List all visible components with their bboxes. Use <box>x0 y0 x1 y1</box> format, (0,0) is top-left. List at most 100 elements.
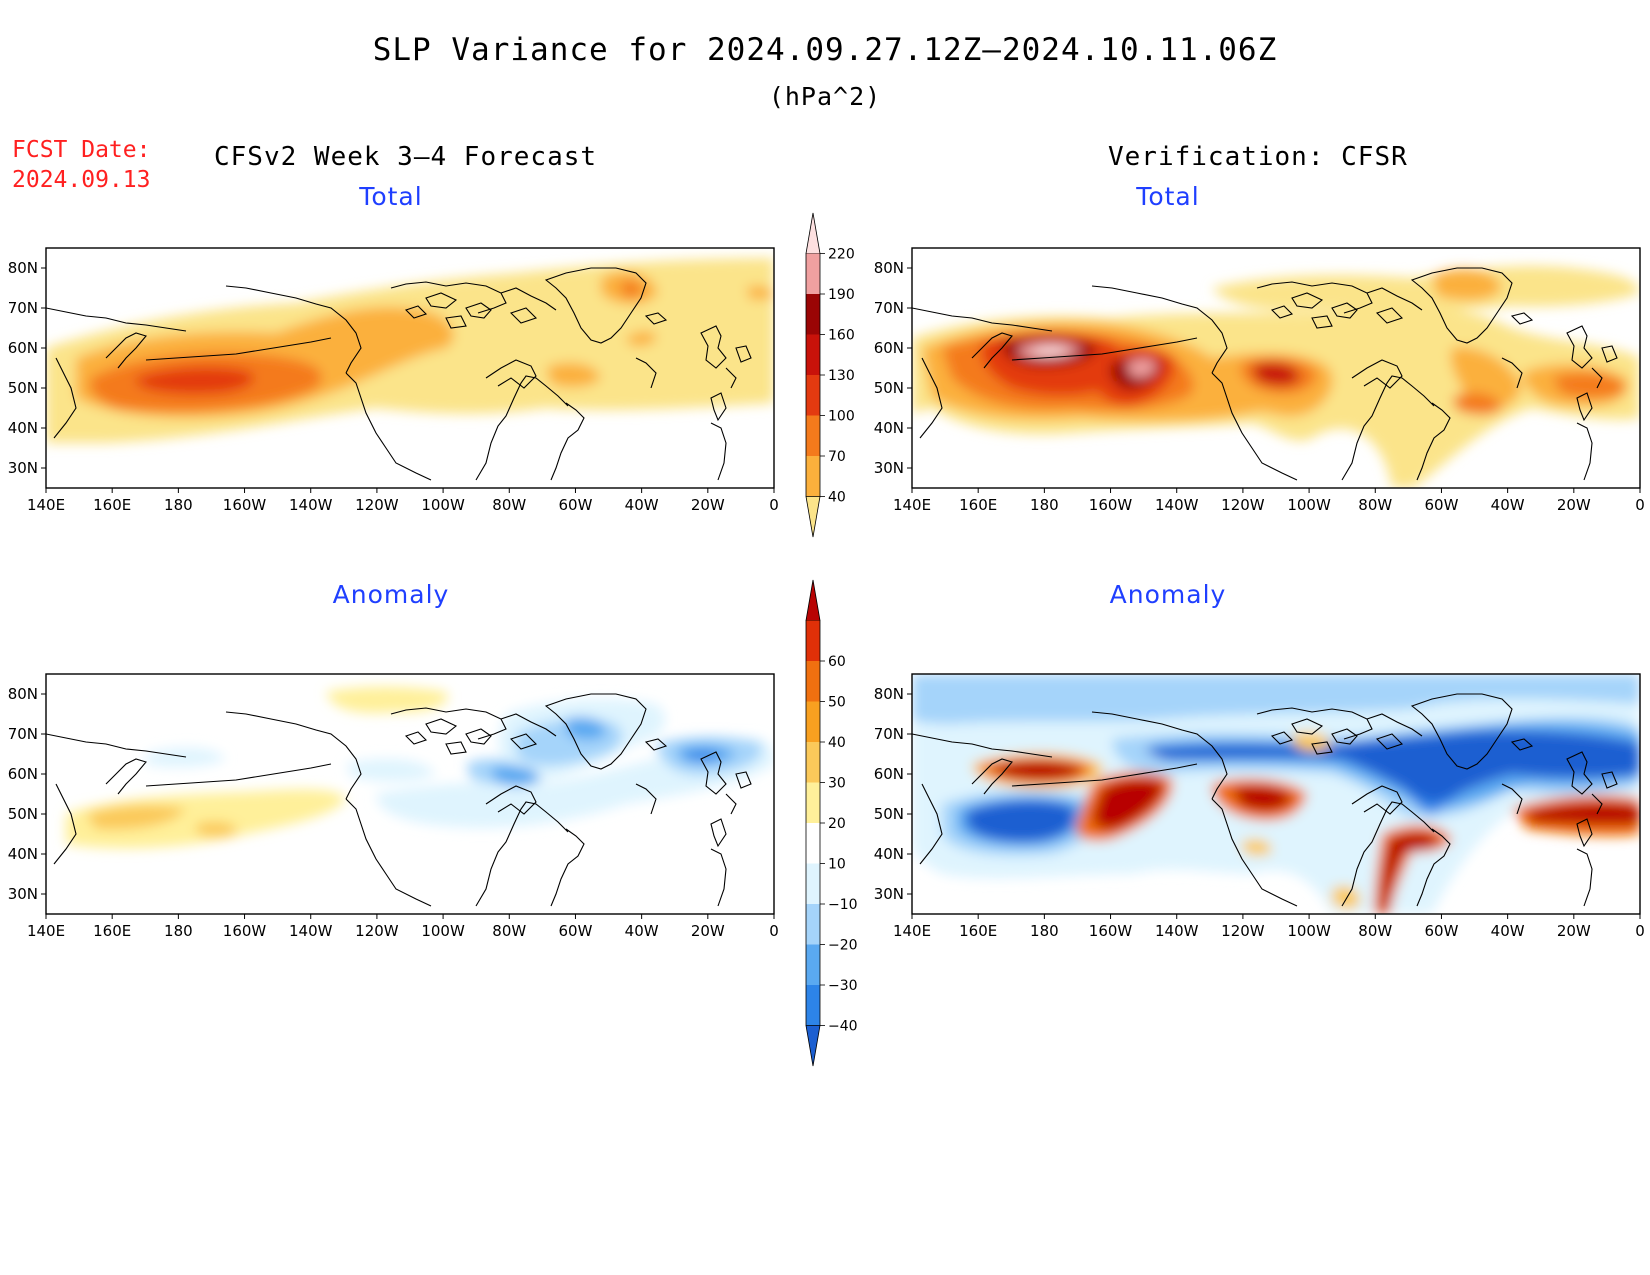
lon-tick-label: 100W <box>421 496 465 514</box>
lon-tick-label: 160W <box>1089 496 1133 514</box>
lon-tick-label: 120W <box>1221 922 1265 940</box>
lat-tick-label: 70N <box>8 725 38 743</box>
lat-tick-label: 50N <box>874 379 904 397</box>
lon-tick-label: 160E <box>93 922 131 940</box>
lon-tick-label: 60W <box>1424 496 1458 514</box>
lat-tick-label: 80N <box>8 259 38 277</box>
colorbar-swatch <box>806 985 820 1026</box>
lat-tick-label: 60N <box>874 339 904 357</box>
lat-tick-label: 40N <box>874 845 904 863</box>
colorbar-label: 40 <box>828 735 846 751</box>
lon-tick-label: 160W <box>223 496 267 514</box>
colorbar-label: 30 <box>828 776 846 792</box>
lon-tick-label: 20W <box>691 922 725 940</box>
lat-tick-label: 80N <box>874 259 904 277</box>
colorbar-label: 190 <box>828 287 855 303</box>
lon-tick-label: 80W <box>1358 922 1392 940</box>
lon-tick-label: 180 <box>164 922 193 940</box>
lon-tick-label: 140E <box>27 496 65 514</box>
colorbar-swatch <box>806 863 820 904</box>
fc-total-map <box>46 248 774 488</box>
lon-tick-label: 60W <box>1424 922 1458 940</box>
lon-tick-label: 140W <box>1155 496 1199 514</box>
lon-tick-label: 60W <box>558 922 592 940</box>
lon-tick-label: 20W <box>1557 922 1591 940</box>
colorbar-label: 10 <box>828 857 846 873</box>
colorbar-swatch <box>806 944 820 985</box>
total-colorbar: 40 70 100 130 160 190 220 <box>805 212 855 538</box>
lon-tick-label: 0 <box>1635 496 1645 514</box>
lat-tick-label: 30N <box>874 885 904 903</box>
colorbar-label: 20 <box>828 816 846 832</box>
lon-tick-label: 120W <box>1221 496 1265 514</box>
fc-anomaly-map <box>46 674 774 914</box>
verification-column-heading: Verification: CFSR <box>1108 142 1408 172</box>
lat-tick-label: 70N <box>8 299 38 317</box>
lat-tick-label: 70N <box>874 725 904 743</box>
lon-tick-label: 140E <box>893 496 931 514</box>
colorbar-label: 130 <box>828 368 855 384</box>
colorbar-label: −20 <box>828 938 858 954</box>
lon-tick-label: 120W <box>355 922 399 940</box>
colorbar-swatch <box>806 294 820 335</box>
lon-tick-label: 80W <box>492 496 526 514</box>
colorbar-swatch <box>806 742 820 783</box>
lat-tick-label: 60N <box>8 339 38 357</box>
lat-tick-label: 80N <box>8 685 38 703</box>
colorbar-label: 60 <box>828 654 846 670</box>
lon-tick-label: 0 <box>769 496 779 514</box>
fc-total-title: Total <box>359 182 423 211</box>
lon-tick-label: 160E <box>93 496 131 514</box>
colorbar-label: 100 <box>828 409 855 425</box>
lon-tick-label: 140E <box>893 922 931 940</box>
lon-tick-label: 20W <box>691 496 725 514</box>
colorbar-top-arrow <box>805 579 821 621</box>
lon-tick-label: 140W <box>289 496 333 514</box>
lat-tick-label: 30N <box>874 459 904 477</box>
lon-tick-label: 60W <box>558 496 592 514</box>
lon-tick-label: 140W <box>1155 922 1199 940</box>
lon-tick-label: 80W <box>1358 496 1392 514</box>
forecast-date-label: FCST Date: <box>12 137 151 163</box>
colorbar-label: 50 <box>828 695 846 711</box>
lon-tick-label: 120W <box>355 496 399 514</box>
lon-tick-label: 180 <box>1030 922 1059 940</box>
lat-tick-label: 60N <box>874 765 904 783</box>
colorbar-swatch <box>806 415 820 456</box>
colorbar-top-arrow <box>805 212 821 254</box>
lon-tick-label: 0 <box>1635 922 1645 940</box>
lon-tick-label: 40W <box>625 922 659 940</box>
lat-tick-label: 50N <box>874 805 904 823</box>
lon-tick-label: 80W <box>492 922 526 940</box>
colorbar-bottom-arrow <box>805 1025 821 1067</box>
lat-tick-label: 40N <box>8 419 38 437</box>
colorbar-label: −10 <box>828 897 858 913</box>
lon-tick-label: 140E <box>27 922 65 940</box>
colorbar-label: −40 <box>828 1019 858 1035</box>
colorbar-swatch <box>806 334 820 375</box>
vf-total-map <box>912 248 1640 488</box>
colorbar-label: 220 <box>828 247 855 263</box>
colorbar-label: −30 <box>828 978 858 994</box>
lon-tick-label: 20W <box>1557 496 1591 514</box>
lon-tick-label: 160E <box>959 496 997 514</box>
colorbar-swatch <box>806 904 820 945</box>
vf-total-title: Total <box>1136 182 1200 211</box>
lat-tick-label: 70N <box>874 299 904 317</box>
lon-tick-label: 0 <box>769 922 779 940</box>
colorbar-bottom-arrow <box>805 496 821 538</box>
lon-tick-label: 100W <box>1287 496 1331 514</box>
colorbar-swatch <box>806 782 820 823</box>
axes-layer: 140E 160E 180 160W 140W 120W 100W 80W 60W 40W 20W 0… <box>8 259 1645 940</box>
lon-tick-label: 180 <box>1030 496 1059 514</box>
lat-tick-label: 60N <box>8 765 38 783</box>
vf-anomaly-title: Anomaly <box>1109 580 1227 609</box>
lon-tick-label: 40W <box>625 496 659 514</box>
lat-tick-label: 40N <box>874 419 904 437</box>
lat-tick-label: 30N <box>8 885 38 903</box>
lon-tick-label: 40W <box>1491 922 1525 940</box>
lat-tick-label: 30N <box>8 459 38 477</box>
lon-tick-label: 40W <box>1491 496 1525 514</box>
colorbar-swatch <box>806 661 820 702</box>
